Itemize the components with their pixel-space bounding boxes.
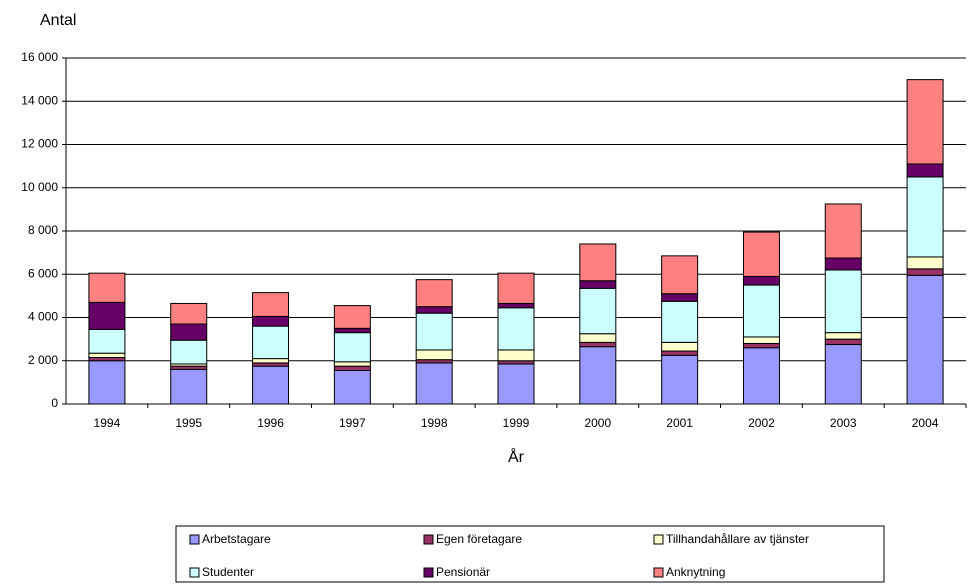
bar-segment <box>661 350 699 356</box>
y-tick-label: 2 000 <box>28 353 58 367</box>
bar-segment <box>824 338 862 346</box>
bar-segment <box>906 256 944 270</box>
bar-segment <box>252 292 290 317</box>
bar-segment <box>497 349 535 362</box>
bar-segment <box>333 327 371 334</box>
bar-segment <box>88 328 126 354</box>
x-tick-label: 2003 <box>830 416 857 430</box>
bar-segment <box>88 301 126 330</box>
bar-segment <box>742 284 780 338</box>
bar-segment <box>661 354 699 405</box>
bar-segment <box>497 272 535 304</box>
y-tick-label: 14 000 <box>21 93 58 107</box>
y-tick-label: 0 <box>51 396 58 410</box>
legend-box <box>175 525 885 583</box>
bar-segment <box>661 255 699 295</box>
x-tick-label: 2004 <box>912 416 939 430</box>
bar-segment <box>579 346 617 405</box>
y-tick-label: 10 000 <box>21 180 58 194</box>
bar-segment <box>170 368 208 405</box>
bar-segment <box>742 231 780 277</box>
bar-segment <box>170 339 208 365</box>
bar-segment <box>252 358 290 364</box>
x-tick-label: 1994 <box>94 416 121 430</box>
bar-segment <box>579 341 617 348</box>
bar-segment <box>170 302 208 325</box>
y-tick-label: 6 000 <box>28 266 58 280</box>
bar-segment <box>579 280 617 289</box>
bar-segment <box>906 274 944 405</box>
legend-label: Egen företagare <box>436 532 522 546</box>
bar-segment <box>333 332 371 363</box>
bar-segment <box>906 79 944 165</box>
x-tick-label: 2000 <box>584 416 611 430</box>
bar-segment <box>906 176 944 258</box>
x-tick-label: 2001 <box>666 416 693 430</box>
bar-segment <box>742 275 780 286</box>
bar-segment <box>906 163 944 178</box>
x-tick-label: 1999 <box>503 416 530 430</box>
bar-segment <box>661 300 699 343</box>
bar-segment <box>333 365 371 371</box>
bar-segment <box>497 307 535 351</box>
bar-segment <box>497 363 535 405</box>
bar-segment <box>88 360 126 405</box>
bar-segment <box>742 336 780 344</box>
bar-segment <box>252 365 290 405</box>
bar-segment <box>170 323 208 341</box>
x-tick-label: 1995 <box>175 416 202 430</box>
bar-segment <box>88 352 126 359</box>
bar-segment <box>579 333 617 343</box>
legend-swatch <box>423 567 434 578</box>
y-tick-label: 8 000 <box>28 223 58 237</box>
bar-segment <box>497 302 535 309</box>
legend-label: Tillhandahållare av tjänster <box>666 532 809 546</box>
x-tick-label: 1996 <box>257 416 284 430</box>
bar-segment <box>661 341 699 352</box>
x-axis-title: År <box>508 447 525 466</box>
y-tick-label: 16 000 <box>21 50 58 64</box>
legend-label: Studenter <box>202 565 254 579</box>
legend-label: Anknytning <box>666 565 725 579</box>
legend-label: Arbetstagare <box>202 532 271 546</box>
legend-swatch <box>189 567 200 578</box>
bar-segment <box>415 312 453 351</box>
y-tick-label: 4 000 <box>28 310 58 324</box>
bar-segment <box>824 203 862 259</box>
bar-segment <box>415 362 453 405</box>
bar-segment <box>415 306 453 314</box>
bar-segment <box>824 344 862 405</box>
bar-segment <box>742 342 780 349</box>
bar-segment <box>415 349 453 361</box>
bar-segment <box>252 315 290 327</box>
x-tick-label: 1998 <box>421 416 448 430</box>
bar-segment <box>906 268 944 276</box>
y-axis-title: Antal <box>40 12 76 29</box>
legend-swatch <box>653 534 664 545</box>
bar-segment <box>252 325 290 360</box>
bar-segment <box>333 361 371 367</box>
bar-segment <box>824 332 862 340</box>
bar-segment <box>824 269 862 334</box>
x-tick-label: 2002 <box>748 416 775 430</box>
x-tick-label: 1997 <box>339 416 366 430</box>
bar-segment <box>579 287 617 335</box>
bar-segment <box>333 305 371 329</box>
bar-segment <box>579 243 617 282</box>
y-tick-label: 12 000 <box>21 137 58 151</box>
bar-segment <box>88 272 126 303</box>
bar-segment <box>415 279 453 308</box>
bar-segment <box>824 257 862 271</box>
legend-swatch <box>423 534 434 545</box>
legend-label: Pensionär <box>436 565 490 579</box>
bar-segment <box>661 293 699 302</box>
legend-swatch <box>189 534 200 545</box>
bar-segment <box>333 369 371 405</box>
legend-swatch <box>653 567 664 578</box>
bar-segment <box>742 347 780 405</box>
